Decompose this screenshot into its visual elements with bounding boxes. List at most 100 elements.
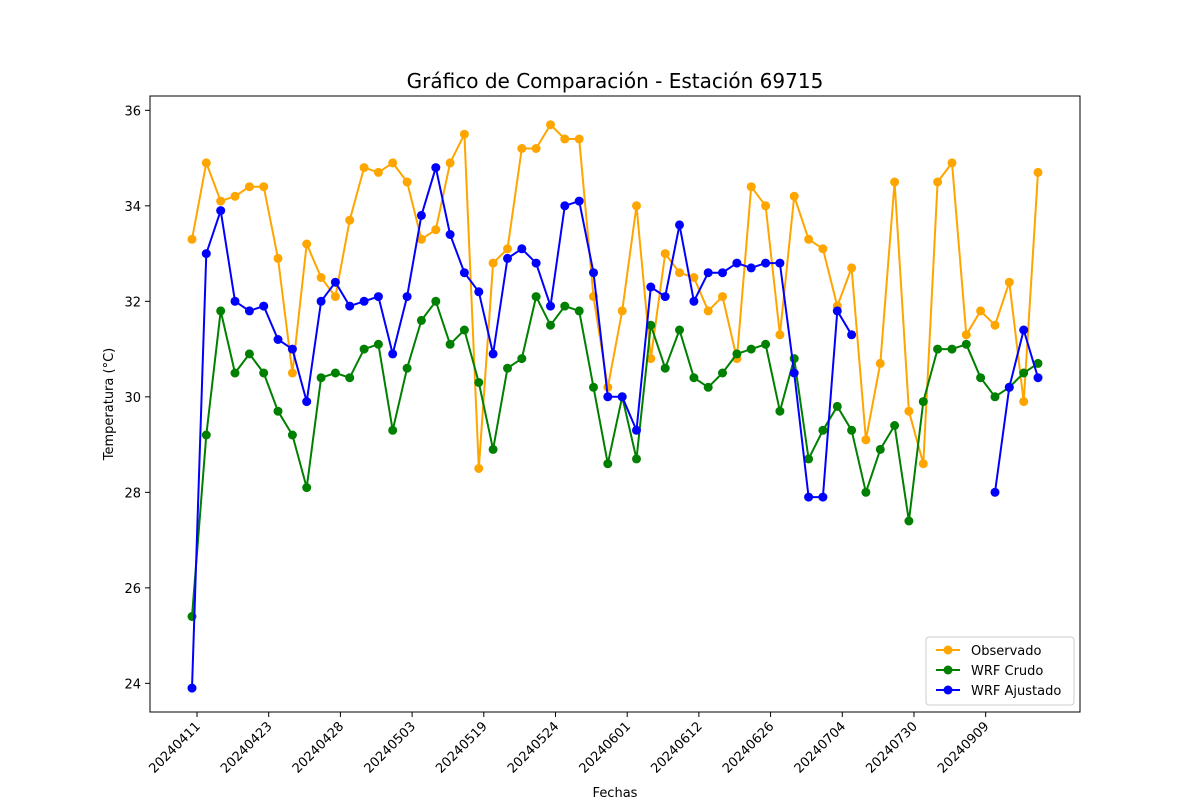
data-point: [560, 301, 570, 311]
data-point: [359, 344, 369, 354]
data-point: [330, 277, 340, 287]
data-point: [531, 144, 541, 153]
data-point: [947, 158, 957, 168]
data-point: [287, 344, 297, 354]
data-point: [961, 330, 971, 340]
data-point: [445, 158, 455, 168]
data-point: [431, 163, 441, 173]
data-point: [216, 196, 226, 206]
data-point: [761, 339, 771, 349]
y-tick-label: 36: [124, 104, 141, 119]
data-point: [560, 134, 570, 144]
data-point: [330, 368, 340, 378]
data-point: [603, 459, 613, 469]
data-point: [201, 158, 211, 168]
data-point: [761, 258, 771, 268]
data-point: [589, 382, 598, 392]
data-point: [804, 492, 814, 502]
data-point: [445, 339, 455, 349]
data-point: [660, 249, 670, 259]
data-point: [517, 244, 527, 254]
data-point: [689, 373, 699, 383]
data-point: [402, 292, 412, 302]
x-tick-label: 20240428: [290, 719, 347, 776]
data-point: [459, 129, 469, 139]
data-point: [531, 292, 541, 302]
data-point: [603, 392, 613, 402]
data-point: [546, 120, 555, 130]
legend-label: WRF Ajustado: [971, 684, 1061, 699]
data-point: [847, 425, 857, 435]
data-point: [330, 292, 340, 302]
x-tick-label: 20240411: [146, 719, 203, 776]
data-point: [861, 487, 871, 497]
data-point: [761, 201, 771, 211]
x-axis: 20240411 20240423 20240428 20240503 20240519…: [146, 712, 992, 777]
legend-marker: [943, 685, 953, 695]
x-tick-label: 20240626: [720, 719, 777, 776]
x-tick-label: 20240519: [433, 719, 490, 776]
data-point: [1033, 358, 1043, 368]
data-point: [574, 134, 584, 144]
data-point: [732, 258, 742, 268]
data-point: [689, 296, 699, 306]
data-point: [904, 406, 914, 416]
data-point: [388, 349, 398, 359]
data-point: [646, 320, 656, 330]
data-point: [617, 306, 627, 316]
data-point: [373, 339, 383, 349]
legend-label: Observado: [971, 644, 1042, 659]
x-tick-label: 20240909: [935, 719, 992, 776]
data-point: [1004, 277, 1014, 287]
data-point: [244, 349, 254, 359]
data-point: [961, 339, 971, 349]
data-point: [316, 373, 326, 383]
data-point: [1019, 368, 1029, 378]
data-point: [990, 487, 1000, 497]
data-point: [187, 683, 197, 693]
data-point: [847, 263, 857, 273]
x-tick-label: 20240612: [648, 719, 705, 776]
data-point: [918, 397, 928, 407]
data-point: [718, 268, 727, 278]
data-point: [875, 444, 885, 454]
data-point: [302, 483, 312, 493]
data-point: [976, 373, 986, 383]
x-tick-label: 20240524: [505, 719, 562, 776]
legend-box: [925, 636, 1075, 706]
data-point: [287, 430, 297, 440]
data-point: [818, 492, 828, 502]
data-point: [259, 301, 269, 311]
data-point: [746, 344, 756, 354]
data-point: [459, 268, 469, 278]
data-point: [373, 167, 383, 177]
y-tick-label: 24: [124, 677, 141, 692]
data-point: [818, 244, 828, 254]
data-point: [273, 335, 283, 344]
data-point: [431, 225, 441, 235]
legend-marker: [943, 645, 953, 655]
data-point: [789, 191, 799, 201]
data-point: [416, 234, 426, 244]
data-point: [861, 435, 871, 445]
data-point: [273, 406, 283, 416]
data-point: [732, 349, 742, 359]
data-point: [273, 253, 283, 263]
x-tick-label: 20240601: [577, 719, 634, 776]
data-point: [302, 239, 312, 249]
y-axis-label: Temperatura (°C): [102, 348, 117, 461]
data-point: [746, 182, 756, 192]
data-point: [488, 258, 498, 268]
data-point: [918, 459, 928, 469]
series-wrf-ajustado: [187, 163, 1043, 693]
y-axis: 24 26 28 30 32 34 36: [124, 104, 150, 692]
data-point: [416, 315, 426, 325]
data-point: [703, 268, 713, 278]
data-point: [990, 320, 1000, 330]
x-tick-label: 20240730: [863, 719, 920, 776]
data-point: [230, 191, 240, 201]
data-point: [804, 234, 814, 244]
data-point: [689, 273, 699, 282]
data-point: [416, 210, 426, 220]
data-point: [259, 368, 269, 378]
